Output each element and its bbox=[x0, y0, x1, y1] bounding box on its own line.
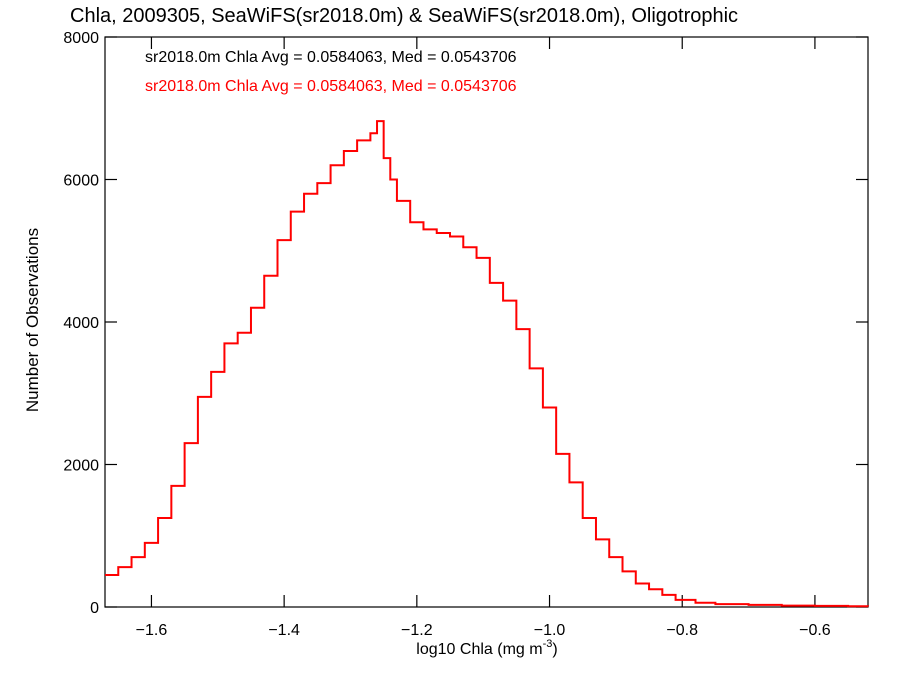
x-axis-label-sup: -3 bbox=[543, 638, 553, 650]
y-tick-label: 8000 bbox=[63, 30, 99, 47]
x-axis-label: log10 Chla (mg m-3) bbox=[416, 638, 557, 658]
x-tick-label: −0.6 bbox=[799, 622, 831, 639]
annotation-red: sr2018.0m Chla Avg = 0.0584063, Med = 0.… bbox=[145, 78, 517, 95]
x-tick-label: −1.6 bbox=[136, 622, 168, 639]
annotation-black: sr2018.0m Chla Avg = 0.0584063, Med = 0.… bbox=[145, 49, 517, 66]
x-axis: −1.6 −1.4 −1.2 −1.0 −0.8 −0.6 bbox=[136, 37, 831, 639]
plot-area: −1.6 −1.4 −1.2 −1.0 −0.8 −0.6 0 2000 4000 6000 80… bbox=[63, 30, 869, 639]
y-tick-label: 6000 bbox=[63, 173, 99, 190]
plot-frame bbox=[104, 36, 869, 608]
x-tick-label: −1.2 bbox=[401, 622, 433, 639]
x-tick-label: −1.4 bbox=[268, 622, 300, 639]
y-tick-label: 4000 bbox=[63, 315, 99, 332]
series-line bbox=[105, 120, 869, 608]
x-axis-label-close: ) bbox=[552, 641, 557, 658]
y-axis: 0 2000 4000 6000 8000 bbox=[63, 30, 868, 617]
y-axis-label: Number of Observations bbox=[23, 228, 42, 412]
x-axis-label-main: log10 Chla (mg m bbox=[416, 641, 542, 658]
x-tick-label: −1.0 bbox=[534, 622, 566, 639]
x-tick-label: −0.8 bbox=[666, 622, 698, 639]
y-tick-label: 0 bbox=[90, 600, 99, 617]
y-tick-label: 2000 bbox=[63, 458, 99, 475]
chart-title: Chla, 2009305, SeaWiFS(sr2018.0m) & SeaW… bbox=[70, 5, 738, 27]
